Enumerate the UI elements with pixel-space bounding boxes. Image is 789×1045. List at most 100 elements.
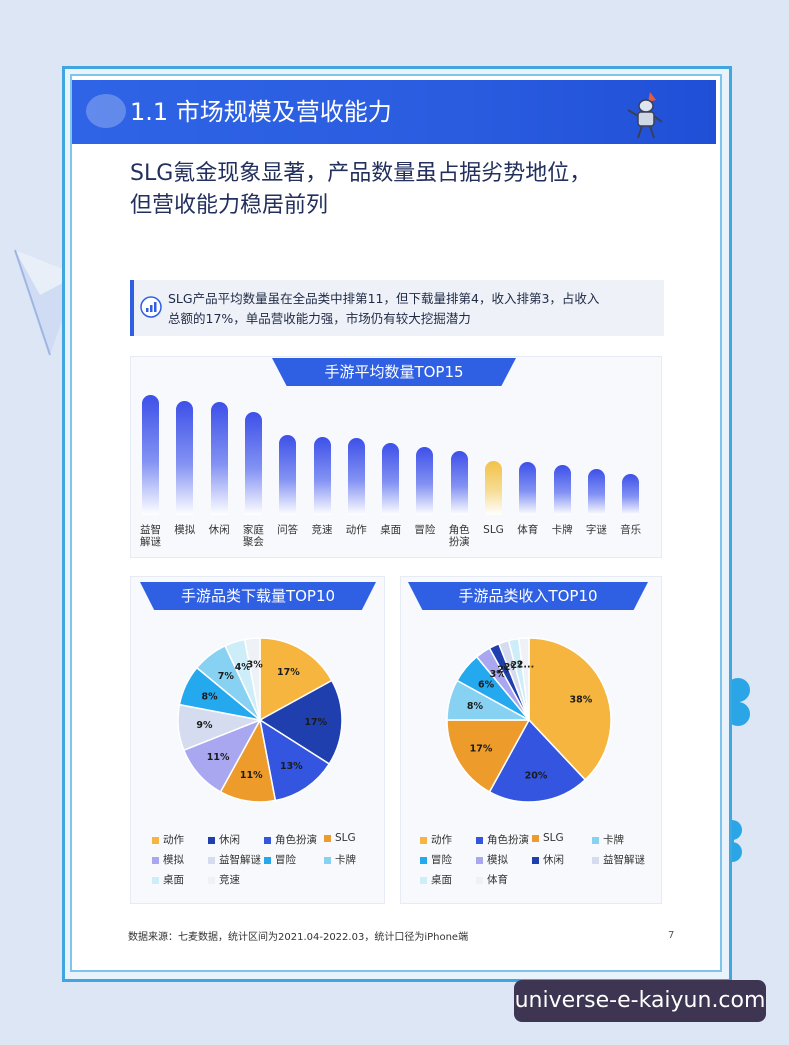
legend-item: 卡牌 (592, 832, 624, 847)
legend-label: SLG (335, 832, 356, 844)
bar-4 (279, 434, 297, 515)
bar-label-0: 益智 解谜 (140, 524, 161, 548)
legend-item: 模拟 (476, 852, 508, 867)
pie-slice-label-6: 2% (497, 665, 514, 676)
legend-swatch (324, 834, 331, 842)
legend-item: 模拟 (152, 852, 184, 867)
legend-item: 竞速 (208, 872, 240, 887)
legend-swatch (476, 876, 483, 884)
download-pie-title: 手游品类下载量TOP10 (140, 582, 376, 610)
bar-label-6: 动作 (345, 524, 367, 536)
robot-icon (622, 90, 666, 140)
pie-slice-label-2: 13% (280, 761, 303, 772)
legend-label: 模拟 (163, 854, 184, 866)
legend-label: 竞速 (219, 874, 240, 886)
download-pie-legend: 动作 休闲 角色扮演 SLG 模拟 益智解谜 冒险 卡牌 桌面 竞速 (152, 832, 382, 892)
bar-label-1: 模拟 (174, 524, 196, 536)
revenue-pie-title: 手游品类收入TOP10 (408, 582, 648, 610)
legend-swatch (420, 836, 427, 844)
legend-swatch (264, 856, 271, 864)
legend-swatch (152, 856, 159, 864)
legend-swatch (532, 834, 539, 842)
legend-label: 体育 (487, 874, 508, 886)
summary-line-2: 总额的17%，单品营收能力强，市场仍有较大挖掘潜力 (168, 311, 471, 326)
pie-slice-label-5: 9% (196, 720, 213, 731)
bar-12 (553, 464, 571, 515)
bar-chart-title: 手游平均数量TOP15 (272, 358, 516, 386)
bar-label-11: 体育 (517, 524, 539, 536)
bar-14 (622, 474, 640, 515)
pie-slice-label-0: 38% (569, 694, 592, 705)
legend-swatch (324, 856, 331, 864)
pie-slice-label-0: 17% (277, 667, 300, 678)
pie-slice-1 (488, 718, 587, 803)
chart-stats-icon (140, 296, 162, 318)
bar-label-14: 音乐 (620, 524, 642, 536)
legend-swatch (592, 836, 599, 844)
legend-item: 体育 (476, 872, 508, 887)
bar-8 (416, 446, 434, 515)
pie-slice-label-9: 2... (517, 659, 534, 670)
legend-label: 动作 (163, 834, 184, 846)
legend-swatch (532, 856, 539, 864)
pie-slice-label-3: 8% (467, 701, 484, 712)
legend-item: 角色扮演 (476, 832, 529, 847)
legend-swatch (476, 836, 483, 844)
bar-label-5: 竞速 (311, 524, 333, 536)
summary-callout (130, 280, 664, 336)
pie-slice-label-4: 11% (207, 752, 230, 763)
legend-swatch (152, 836, 159, 844)
pie-slice-label-2: 17% (470, 743, 493, 754)
bar-label-9: 角色 扮演 (448, 524, 470, 548)
legend-item: 益智解谜 (592, 852, 645, 867)
download-pie-chart: 17% 17% 13% 11% 11% 9% 8%7%4%3% (177, 637, 343, 803)
header-glow (86, 94, 126, 128)
legend-item: 益智解谜 (208, 852, 261, 867)
bar-7 (382, 443, 400, 515)
legend-item: 角色扮演 (264, 832, 317, 847)
pie-slice-label-7: 2% (504, 662, 521, 673)
legend-item: 休闲 (532, 852, 564, 867)
legend-swatch (420, 876, 427, 884)
pie-slice-label-6: 8% (201, 691, 218, 702)
bar-10 (485, 461, 502, 515)
legend-label: 冒险 (275, 854, 296, 866)
legend-label: 角色扮演 (275, 834, 317, 846)
legend-swatch (264, 836, 271, 844)
section-title: 1.1 市场规模及营收能力 (130, 98, 392, 126)
pie-slice-0 (259, 637, 333, 722)
legend-item: SLG (532, 832, 564, 844)
legend-label: 动作 (431, 834, 452, 846)
legend-item: 动作 (152, 832, 184, 847)
legend-label: 桌面 (163, 874, 184, 886)
pie-slice-label-1: 17% (304, 717, 327, 728)
legend-label: 卡牌 (603, 834, 624, 846)
pie-slice-2 (258, 718, 331, 802)
revenue-pie-chart: 38% 20% 17% 8% 6%3%2%2%2%2... (446, 637, 612, 803)
bar-label-4: 问答 (277, 524, 299, 536)
bar-label-8: 冒险 (414, 524, 436, 536)
pie-slice-label-3: 11% (240, 770, 263, 781)
bar-chart-plot: 益智 解谜 模拟 休闲 家庭 聚会 问答 竞速 动作 桌面 冒险 角色 扮演 SLG 体育 卡牌 字谜 音乐 (130, 390, 660, 555)
pie-slice-label-9: 3% (247, 659, 264, 670)
summary-line-1: SLG产品平均数量虽在全品类中排第11，但下载量排第4，收入排第3，占收入 (168, 291, 600, 306)
summary-text: SLG产品平均数量虽在全品类中排第11，但下载量排第4，收入排第3，占收入 总额… (168, 289, 658, 329)
bar-3 (244, 411, 262, 515)
legend-item: 卡牌 (324, 852, 356, 867)
bar-0 (142, 395, 159, 515)
pie-slice-1 (258, 679, 343, 765)
legend-swatch (208, 856, 215, 864)
legend-item: SLG (324, 832, 356, 844)
pie-slice-label-4: 6% (478, 679, 495, 690)
bar-13 (587, 469, 605, 515)
headline: SLG氪金现象显著，产品数量虽占据劣势地位， 但营收能力稳居前列 (130, 158, 650, 222)
legend-label: 冒险 (431, 854, 452, 866)
legend-swatch (420, 856, 427, 864)
bar-6 (347, 438, 365, 515)
pie-slice-label-5: 3% (490, 669, 507, 680)
bar-label-3: 家庭 聚会 (242, 524, 264, 548)
legend-label: SLG (543, 832, 564, 844)
data-source-note: 数据来源：七麦数据，统计区间为2021.04-2022.03，统计口径为iPho… (128, 932, 469, 943)
bar-1 (176, 401, 194, 515)
bar-label-10: SLG (483, 524, 504, 536)
